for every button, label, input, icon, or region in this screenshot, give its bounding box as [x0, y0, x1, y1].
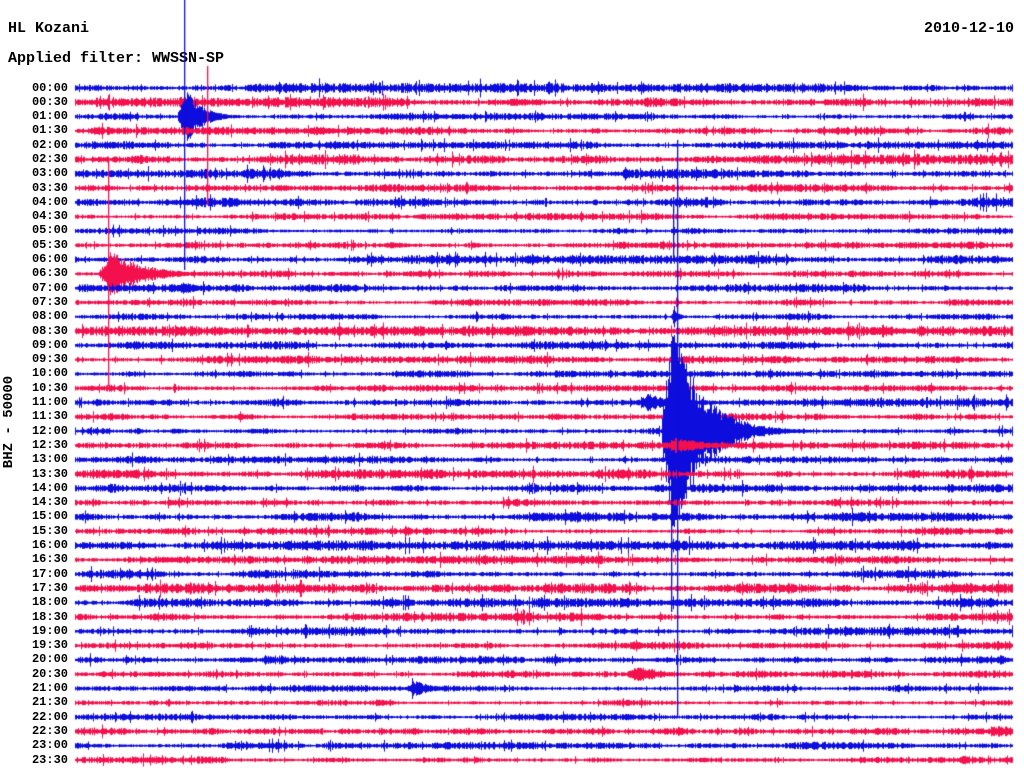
time-label-20-00: 20:00: [31, 652, 68, 667]
time-label-02-30: 02:30: [31, 151, 68, 166]
time-label-06-00: 06:00: [31, 252, 68, 267]
time-label-11-30: 11:30: [31, 409, 68, 424]
time-label-00-00: 00:00: [31, 80, 68, 95]
time-label-03-00: 03:00: [31, 166, 68, 181]
time-label-18-30: 18:30: [31, 609, 68, 624]
time-label-23-00: 23:00: [31, 738, 68, 753]
time-label-08-00: 08:00: [31, 309, 68, 324]
time-label-07-00: 07:00: [31, 280, 68, 295]
time-label-19-00: 19:00: [31, 623, 68, 638]
time-label-02-00: 02:00: [31, 137, 68, 152]
filter-label: Applied filter: WWSSN-SP: [8, 50, 225, 67]
time-label-17-00: 17:00: [31, 566, 68, 581]
time-label-22-00: 22:00: [31, 709, 68, 724]
time-label-03-30: 03:30: [31, 180, 68, 195]
time-label-05-00: 05:00: [31, 223, 68, 238]
time-label-13-30: 13:30: [31, 466, 68, 481]
time-label-06-30: 06:30: [31, 266, 68, 281]
time-label-19-30: 19:30: [31, 638, 68, 653]
time-label-21-30: 21:30: [31, 695, 68, 710]
time-label-05-30: 05:30: [31, 237, 68, 252]
time-label-09-00: 09:00: [31, 337, 68, 352]
time-label-14-30: 14:30: [31, 495, 68, 510]
time-label-10-00: 10:00: [31, 366, 68, 381]
time-label-20-30: 20:30: [31, 666, 68, 681]
record-date: 2010-12-10: [923, 20, 1014, 37]
station-title: HL Kozani: [8, 20, 90, 37]
time-label-14-00: 14:00: [31, 480, 68, 495]
time-label-07-30: 07:30: [31, 294, 68, 309]
time-label-04-30: 04:30: [31, 209, 68, 224]
time-label-16-00: 16:00: [31, 538, 68, 553]
time-label-15-00: 15:00: [31, 509, 68, 524]
time-label-23-30: 23:30: [31, 752, 68, 767]
time-label-00-30: 00:30: [31, 94, 68, 109]
time-label-12-00: 12:00: [31, 423, 68, 438]
time-label-13-00: 13:00: [31, 452, 68, 467]
time-label-16-30: 16:30: [31, 552, 68, 567]
time-label-12-30: 12:30: [31, 437, 68, 452]
time-label-09-30: 09:30: [31, 352, 68, 367]
time-label-21-00: 21:00: [31, 681, 68, 695]
time-label-01-00: 01:00: [31, 109, 68, 124]
time-label-18-00: 18:00: [31, 595, 68, 610]
time-label-22-30: 22:30: [31, 723, 68, 738]
time-label-10-30: 10:30: [31, 380, 68, 395]
time-label-15-30: 15:30: [31, 523, 68, 538]
time-label-17-30: 17:30: [31, 580, 68, 595]
time-label-08-30: 08:30: [31, 323, 68, 338]
time-label-01-30: 01:30: [31, 123, 68, 138]
time-label-11-00: 11:00: [31, 395, 68, 410]
time-label-04-00: 04:00: [31, 194, 68, 209]
